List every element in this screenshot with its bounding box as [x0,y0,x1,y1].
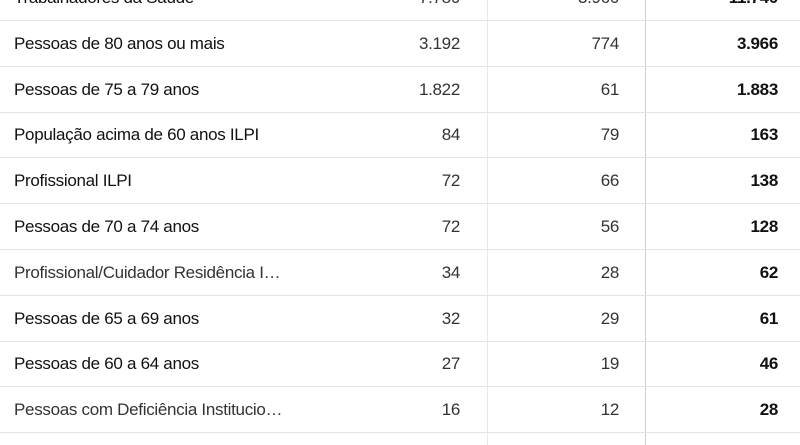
value-dose-1: 84 [441,125,461,145]
value-dose-2: 66 [600,171,620,191]
value-total: 138 [750,171,779,191]
table-row: Pessoas com Deficiência Institucio… 16 12 2… [0,387,800,434]
table-row: Pessoas de 70 a 74 anos 72 56 128 [0,204,800,250]
value-total: 46 [759,354,779,374]
value-dose-2: 29 [600,308,620,328]
value-dose-1: 72 [441,171,461,191]
value-total: 128 [750,217,779,236]
table-row: Pessoas de 80 anos ou mais 3.192 774 3.966 [0,21,800,67]
value-dose-1: 34 [441,262,461,282]
value-dose-2: 774 [591,33,620,53]
value-total: 62 [759,262,779,282]
value-dose-2: 12 [600,400,620,420]
value-dose-2: 3.960 [490,0,619,20]
value-dose-2: 19 [600,354,620,374]
table-row: Trabalhadores da Saúde 7.780 3.960 11.740 [0,0,800,21]
value-dose-2: 28 [600,262,620,282]
row-label: Pessoas de 75 a 79 anos [14,79,199,99]
table-row: Pessoas de 65 a 69 anos 32 29 61 [0,296,800,342]
value-dose-1: 27 [441,354,461,374]
row-label: Pessoas de 70 a 74 anos [14,217,199,236]
value-total: 28 [759,400,779,420]
table-row: População acima de 60 anos ILPI 84 79 163 [0,112,800,159]
value-total: 61 [759,308,779,328]
value-total: 1.883 [736,79,778,99]
value-dose-2: 56 [600,217,620,236]
column-divider [645,0,646,445]
value-dose-1: 32 [441,308,461,328]
value-total: 163 [750,125,779,145]
row-label: Pessoas de 60 a 64 anos [14,354,199,374]
column-divider [487,0,488,445]
value-dose-2: 61 [600,79,620,99]
row-label: Profissional/Cuidador Residência I… [14,262,281,282]
table-row: Profissional/Cuidador Residência I… 34 28 6… [0,250,800,296]
value-dose-1: 7.780 [330,0,460,20]
row-label: Trabalhadores da Saúde [14,0,314,20]
value-total: 11.740 [648,0,779,20]
value-dose-2: 79 [600,125,620,145]
row-label: Profissional ILPI [14,171,132,191]
table-row: Pessoas de 60 a 64 anos 27 19 46 [0,341,800,388]
row-label: Pessoas de 80 anos ou mais [14,33,225,53]
table-row: Pessoas de 75 a 79 anos 1.822 61 1.883 [0,67,800,113]
value-dose-1: 1.822 [418,79,460,99]
row-label: População acima de 60 anos ILPI [14,125,259,145]
value-dose-1: 72 [441,217,461,236]
row-label: Pessoas com Deficiência Institucio… [14,400,283,420]
value-dose-1: 16 [441,400,461,420]
value-total: 3.966 [736,33,778,53]
value-dose-1: 3.192 [418,33,460,53]
table-row: Profissional ILPI 72 66 138 [0,158,800,205]
row-label: Pessoas de 65 a 69 anos [14,308,199,328]
